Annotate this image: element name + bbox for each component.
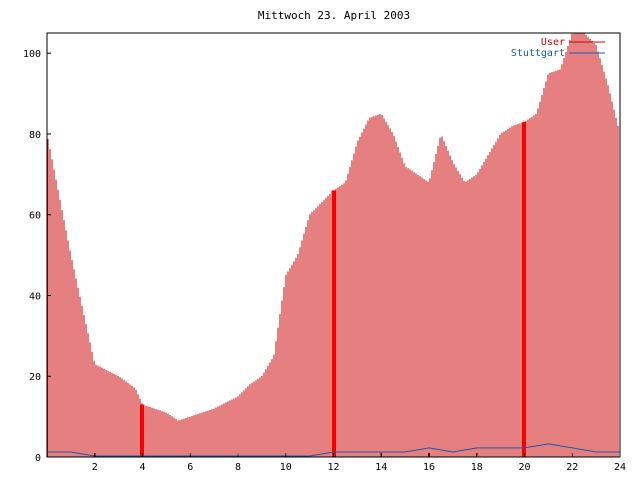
- highlight-bar: [140, 404, 145, 457]
- legend-label-user: User: [541, 37, 565, 48]
- x-tick-label: 8: [235, 462, 241, 473]
- x-tick-label: 24: [614, 462, 626, 473]
- y-tick-label: 40: [29, 291, 41, 302]
- x-tick-label: 6: [187, 462, 193, 473]
- y-tick-label: 80: [29, 130, 41, 141]
- y-tick-label: 60: [29, 211, 41, 222]
- highlight-bar: [522, 121, 527, 457]
- y-tick-label: 20: [29, 372, 41, 383]
- y-tick-label: 0: [35, 453, 41, 464]
- x-tick-label: 18: [471, 462, 483, 473]
- legend: User Stuttgart: [511, 37, 605, 59]
- bars-layer: [47, 33, 619, 457]
- x-tick-label: 2: [92, 462, 98, 473]
- x-tick-label: 12: [327, 462, 339, 473]
- chart-title: Mittwoch 23. April 2003: [258, 9, 410, 22]
- x-tick-label: 14: [375, 462, 387, 473]
- highlight-bar: [331, 190, 336, 457]
- x-tick-label: 10: [280, 462, 292, 473]
- x-tick-label: 16: [423, 462, 435, 473]
- x-tick-label: 22: [566, 462, 578, 473]
- x-tick-label: 4: [139, 462, 145, 473]
- legend-label-stuttgart: Stuttgart: [511, 48, 565, 59]
- x-tick-label: 20: [518, 462, 530, 473]
- y-tick-label: 100: [23, 49, 41, 60]
